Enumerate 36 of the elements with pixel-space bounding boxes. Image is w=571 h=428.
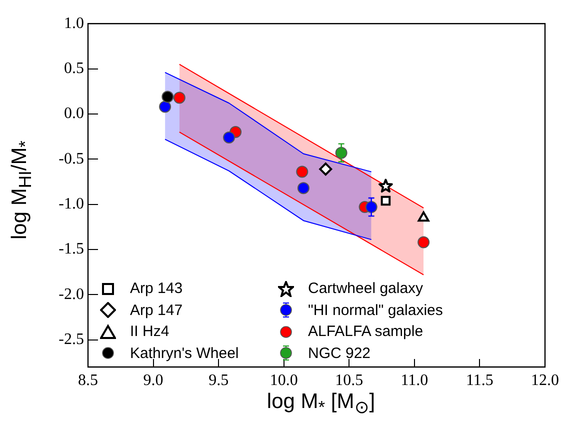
y-tick-label: -2.0 [58,286,84,303]
x-tick-label: 10.5 [335,372,364,389]
x-tick-label: 9.0 [143,372,164,389]
point [418,236,430,248]
x-tick-label: 12.0 [531,372,559,389]
legend-label: Arp 143 [130,280,183,297]
point [296,166,308,178]
x-tick-label: 9.5 [208,372,229,389]
point [380,196,391,206]
x-tick-label: 11.5 [466,372,494,389]
point [173,92,186,104]
point [418,211,430,222]
legend-label: II Hz4 [130,323,170,340]
x-tick-label: 11.0 [400,372,428,389]
x-tick-label: 10.0 [270,372,298,389]
y-tick-label: -1.0 [58,196,84,213]
legend-label: Cartwheel galaxy [308,280,424,297]
y-tick-label: -0.5 [58,150,84,168]
legend-label: Arp 147 [130,302,183,318]
x-axis-title: log M$_{*}$ [M$_{⊙}$] [266,390,376,418]
legend-label: ALFALFA sample [308,323,424,340]
y-tick-label: 0.0 [64,105,84,122]
y-tick-label: 0.5 [64,60,84,77]
point [297,182,310,194]
legend-label: NGC 922 [308,344,371,362]
point [319,162,332,176]
y-tick-label: -2.5 [58,331,84,348]
point [378,178,393,193]
point [159,100,172,113]
y-tick-label: 1.0 [64,14,84,32]
y-tick-label: -1.5 [58,240,84,258]
legend-label: "HI normal" galaxies [308,302,443,318]
point [223,131,236,144]
legend-label: Kathryn's Wheel [130,344,239,362]
x-tick-label: 8.5 [78,372,98,389]
point [162,90,174,103]
